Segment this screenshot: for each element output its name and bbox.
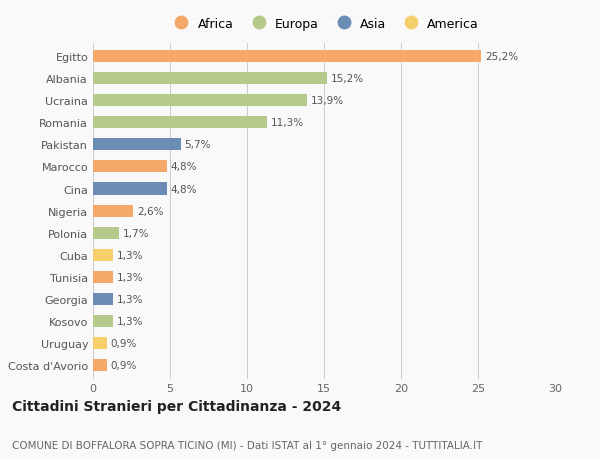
Bar	[93, 337, 107, 349]
Text: 11,3%: 11,3%	[271, 118, 304, 128]
Text: 25,2%: 25,2%	[485, 52, 518, 62]
Text: COMUNE DI BOFFALORA SOPRA TICINO (MI) - Dati ISTAT al 1° gennaio 2024 - TUTTITAL: COMUNE DI BOFFALORA SOPRA TICINO (MI) - …	[12, 440, 482, 450]
Bar	[93, 359, 107, 371]
Text: 0,9%: 0,9%	[111, 338, 137, 348]
Bar	[93, 117, 267, 129]
Text: 2,6%: 2,6%	[137, 206, 163, 216]
Bar	[93, 249, 113, 261]
Text: 4,8%: 4,8%	[171, 184, 197, 194]
Text: 1,3%: 1,3%	[117, 294, 143, 304]
Text: 1,3%: 1,3%	[117, 250, 143, 260]
Bar	[93, 227, 119, 239]
Text: 5,7%: 5,7%	[185, 140, 211, 150]
Text: 1,3%: 1,3%	[117, 272, 143, 282]
Legend: Africa, Europa, Asia, America: Africa, Europa, Asia, America	[169, 18, 479, 31]
Text: 1,7%: 1,7%	[123, 228, 149, 238]
Bar	[93, 205, 133, 217]
Bar	[93, 51, 481, 63]
Text: 0,9%: 0,9%	[111, 360, 137, 370]
Bar	[93, 139, 181, 151]
Bar	[93, 95, 307, 107]
Bar	[93, 161, 167, 173]
Text: 13,9%: 13,9%	[311, 96, 344, 106]
Bar	[93, 183, 167, 195]
Text: 4,8%: 4,8%	[171, 162, 197, 172]
Bar	[93, 271, 113, 283]
Text: 1,3%: 1,3%	[117, 316, 143, 326]
Bar	[93, 315, 113, 327]
Bar	[93, 73, 327, 85]
Bar	[93, 293, 113, 305]
Text: 15,2%: 15,2%	[331, 74, 364, 84]
Text: Cittadini Stranieri per Cittadinanza - 2024: Cittadini Stranieri per Cittadinanza - 2…	[12, 399, 341, 413]
